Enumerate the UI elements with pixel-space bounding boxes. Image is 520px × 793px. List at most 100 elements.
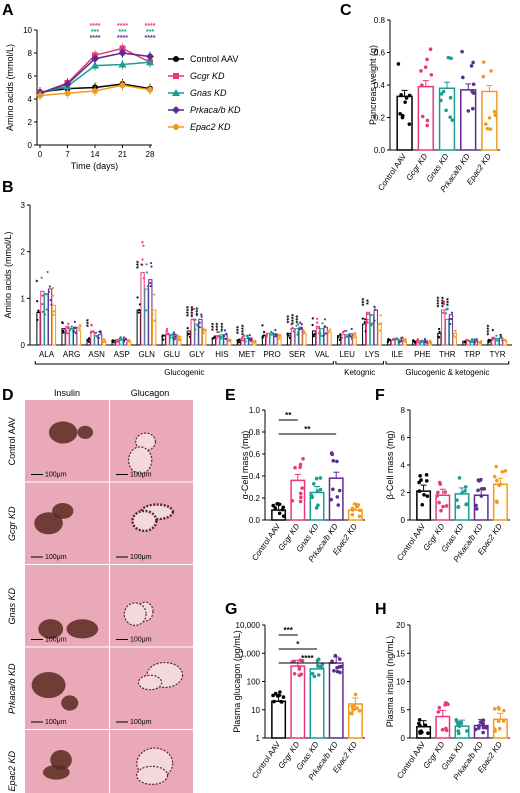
legend-label-prkaca: Prkaca/b KD: [190, 105, 241, 115]
bar: [190, 318, 195, 346]
data-point: [174, 335, 177, 339]
data-point: [491, 338, 495, 341]
data-point: [450, 311, 454, 314]
significance-mark: ****: [145, 35, 156, 42]
data-point: [141, 258, 144, 261]
islet-insulin: [77, 425, 93, 439]
data-point: [336, 503, 341, 507]
islet-glucagon: [135, 765, 169, 785]
data-point: [79, 325, 82, 328]
data-point: [350, 327, 353, 331]
significance-mark: ***: [220, 322, 227, 330]
data-point: [172, 331, 176, 334]
panel-label-a: A: [2, 2, 14, 19]
legend-label-control: Control AAV: [190, 54, 238, 64]
data-point: [271, 693, 275, 698]
data-point: [298, 327, 302, 331]
legend-a: Control AAV Gcgr KD Gnas KD Prkaca/b KD …: [168, 54, 241, 132]
data-point: [370, 313, 373, 317]
data-point: [37, 92, 43, 99]
data-point: [357, 709, 362, 713]
x-tick-label: PHE: [414, 350, 430, 359]
bar: [294, 328, 299, 346]
data-point: [49, 298, 52, 302]
data-point: [298, 462, 303, 467]
data-point: [439, 92, 444, 96]
bar: [223, 334, 228, 346]
data-point: [103, 340, 107, 343]
data-point: [379, 322, 382, 325]
significance-mark: ****: [90, 23, 101, 30]
data-point: [471, 82, 476, 87]
data-point: [412, 339, 415, 342]
data-point: [41, 303, 44, 306]
y-axis-label: α-Cell mass (mg): [240, 431, 250, 500]
data-point: [335, 459, 339, 464]
data-point: [245, 334, 248, 338]
data-point: [354, 332, 357, 335]
group-label: Ketognic: [344, 368, 375, 377]
data-point: [494, 464, 498, 469]
data-point: [404, 337, 407, 341]
data-point: [407, 93, 412, 98]
data-point: [329, 451, 334, 455]
y-tick-label: 0.2: [249, 494, 261, 503]
data-point: [99, 331, 102, 335]
x-tick-label: ASP: [114, 350, 130, 359]
data-point: [436, 710, 441, 714]
data-point: [86, 338, 89, 342]
data-point: [316, 321, 319, 324]
data-point: [396, 62, 401, 66]
data-point: [463, 489, 467, 493]
data-point: [128, 338, 131, 342]
y-tick-label: 10: [251, 706, 260, 715]
bar: [435, 715, 451, 739]
data-point: [333, 653, 338, 658]
data-point: [122, 340, 126, 343]
data-point: [290, 498, 295, 503]
bar: [194, 323, 199, 346]
data-point: [298, 491, 303, 496]
data-point: [37, 311, 40, 314]
data-point: [338, 657, 342, 661]
data-point: [424, 479, 429, 483]
data-point: [273, 691, 278, 696]
data-point: [147, 86, 153, 93]
data-point: [500, 470, 505, 474]
data-point: [241, 335, 244, 339]
data-point: [429, 73, 434, 77]
data-point: [487, 116, 492, 120]
data-point: [312, 335, 315, 338]
data-point: [62, 329, 65, 332]
data-point: [339, 333, 342, 336]
data-point: [136, 296, 139, 299]
data-point: [400, 115, 405, 120]
data-point: [495, 334, 498, 337]
data-point: [457, 724, 462, 728]
data-point: [278, 337, 281, 340]
data-point: [78, 328, 81, 331]
y-tick-label: 1: [256, 734, 261, 743]
data-point: [444, 504, 449, 508]
data-point: [407, 122, 412, 126]
data-point: [429, 341, 432, 345]
data-point: [455, 498, 459, 503]
histology-row-label: Control AAV: [7, 417, 17, 465]
data-point: [198, 321, 201, 324]
data-point: [310, 671, 315, 676]
data-point: [293, 465, 297, 470]
y-tick-label: 3: [21, 201, 26, 210]
data-point: [166, 333, 170, 336]
data-point: [477, 479, 482, 483]
bar: [61, 328, 66, 346]
legend-entry-gcgr: Gcgr KD: [168, 71, 225, 81]
data-point: [271, 503, 276, 508]
data-point: [300, 327, 303, 330]
x-tick-label: 28: [146, 150, 155, 159]
data-point: [366, 318, 369, 321]
x-tick-label: ASN: [88, 350, 105, 359]
data-point: [319, 332, 322, 335]
data-point: [145, 309, 148, 312]
